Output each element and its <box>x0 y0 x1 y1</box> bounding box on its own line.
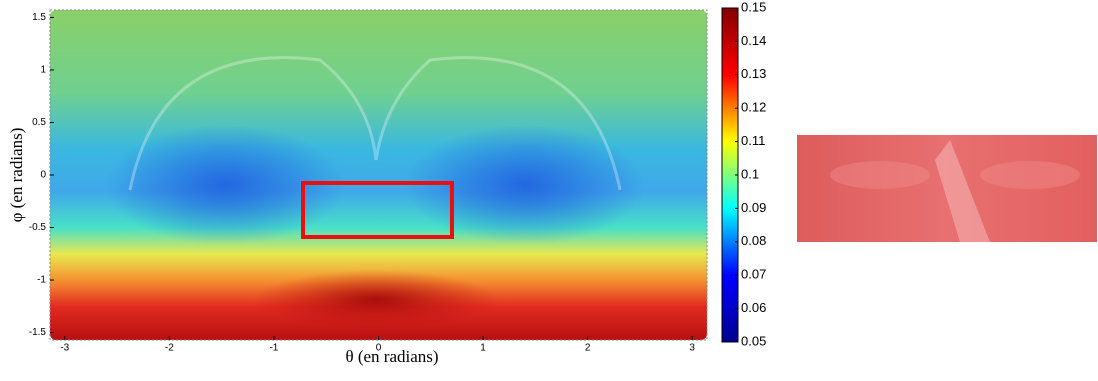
y-tick-label: -1.5 <box>29 327 47 338</box>
colorbar-tick-label: 0.15 <box>741 0 766 14</box>
y-tick-label: -0.5 <box>29 222 47 233</box>
x-tick-label: -2 <box>165 343 174 354</box>
colorbar-tick-label: 0.13 <box>741 66 766 81</box>
colorbar-tick-label: 0.14 <box>741 33 766 48</box>
x-tick-label: -3 <box>60 343 69 354</box>
colorbar-tick-label: 0.1 <box>741 166 759 181</box>
heatmap-image <box>50 10 707 340</box>
x-tick-label: 0 <box>376 343 382 354</box>
y-tick-label: 1.5 <box>32 12 46 23</box>
x-tick-label: 1 <box>480 343 486 354</box>
colorbar-tick-label: 0.12 <box>741 100 766 115</box>
y-tick-label: 1 <box>40 65 46 76</box>
y-axis-label: φ (en radians) <box>7 128 26 223</box>
colorbar-tick-label: 0.06 <box>741 300 766 315</box>
colorbar-tick-label: 0.05 <box>741 333 766 348</box>
inset-image <box>797 135 1097 242</box>
colorbar-tick-label: 0.08 <box>741 233 766 248</box>
y-tick-label: 0.5 <box>32 117 46 128</box>
x-axis-label: θ (en radians) <box>345 347 438 366</box>
colorbar-tick-label: 0.11 <box>741 133 765 148</box>
colorbar-tick-label: 0.07 <box>741 267 766 282</box>
colorbar-tick-label: 0.09 <box>741 200 766 215</box>
x-tick-label: -1 <box>269 343 278 354</box>
y-tick-label: 0 <box>40 170 46 181</box>
x-tick-label: 2 <box>585 343 591 354</box>
y-tick-label: -1 <box>37 275 46 286</box>
x-tick-label: 3 <box>689 343 695 354</box>
